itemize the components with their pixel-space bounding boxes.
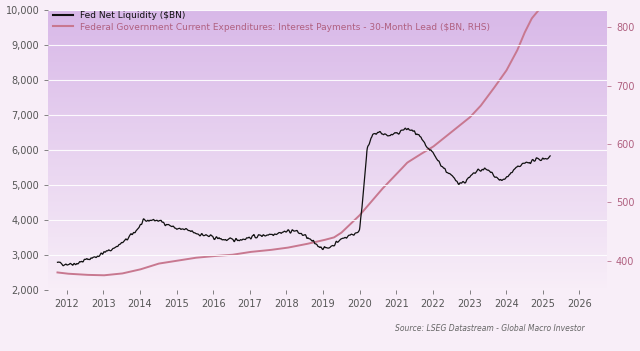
Text: Source: LSEG Datastream - Global Macro Investor: Source: LSEG Datastream - Global Macro I… [395, 324, 584, 333]
Legend: Fed Net Liquidity ($BN), Federal Government Current Expenditures: Interest Payme: Fed Net Liquidity ($BN), Federal Governm… [53, 11, 490, 32]
